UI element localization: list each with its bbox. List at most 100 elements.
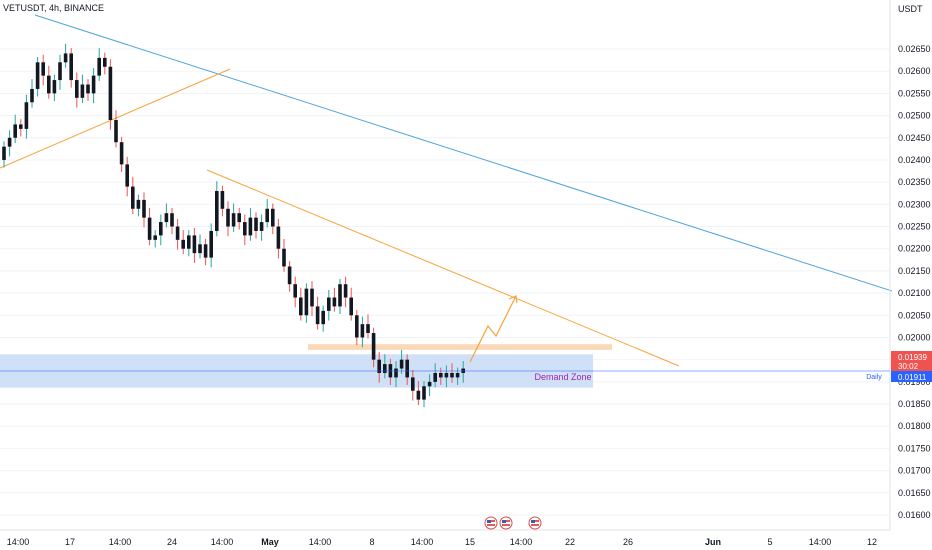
event-icons [484, 516, 542, 530]
price-tick-label: 0.02150 [898, 266, 931, 276]
candle-body [321, 310, 325, 325]
candle-body [327, 297, 331, 311]
price-tick-label: 0.02100 [898, 288, 931, 298]
arrow-head-icon [508, 295, 518, 304]
time-tick-label: 5 [767, 537, 772, 547]
candle-body [343, 284, 348, 298]
countdown-value: 30:02 [898, 362, 919, 371]
candle-body [47, 75, 51, 94]
price-tick-label: 0.02300 [898, 199, 931, 209]
candles [2, 43, 465, 408]
candle-body [7, 137, 12, 147]
last-price-tag: 0.01939 30:02 [891, 351, 932, 371]
candle-body [450, 372, 454, 378]
candle-body [332, 297, 337, 307]
candle-body [254, 217, 258, 231]
price-tick-label: 0.02400 [898, 155, 931, 165]
candle-body [63, 53, 68, 63]
time-tick-label: 14:00 [211, 537, 234, 547]
grid [0, 48, 890, 516]
candle-body [69, 53, 73, 81]
descending-trendline-orange [206, 169, 680, 367]
candle-body [399, 359, 404, 369]
candle-body [383, 364, 387, 373]
price-tick-label: 0.02050 [898, 310, 931, 320]
candle-body [153, 235, 157, 240]
time-tick-label: Jun [705, 537, 721, 547]
daily-level-label: Daily [866, 374, 882, 381]
time-tick-label: 14:00 [109, 537, 132, 547]
demand-zone-label: Demand Zone [534, 372, 591, 382]
candle-body [360, 324, 365, 338]
projected-path [469, 295, 517, 363]
candle-body [2, 146, 6, 160]
price-tick-label: 0.01750 [898, 443, 931, 453]
candle-body [226, 208, 230, 227]
time-axis[interactable]: 14:00 17 14:00 24 14:00 May 14:00 8 14:00 15 14:00… [7, 537, 877, 547]
time-tick-label: 14:00 [411, 537, 434, 547]
flag-icon[interactable] [528, 516, 542, 530]
candle-body [97, 57, 101, 76]
candle-body [377, 359, 381, 373]
candle-body [80, 84, 85, 98]
candle-body [170, 213, 174, 227]
candle-body [338, 284, 342, 307]
daily-price-value: 0.01911 [898, 373, 927, 382]
candle-body [427, 381, 432, 387]
flag-icon[interactable] [499, 516, 513, 530]
candle-body [119, 142, 124, 165]
candle-body [444, 372, 449, 378]
time-tick-label: 22 [565, 537, 575, 547]
time-tick-label: 17 [65, 537, 75, 547]
supply-zone [308, 344, 612, 350]
price-tick-label: 0.02250 [898, 222, 931, 232]
candle-body [13, 124, 17, 138]
candle-body [86, 84, 90, 94]
candle-body [271, 208, 275, 227]
time-tick-label: 26 [623, 537, 633, 547]
candle-body [411, 377, 415, 391]
candle-body [192, 235, 197, 254]
candle-body [147, 217, 152, 240]
candle-body [287, 266, 292, 285]
candle-body [243, 222, 247, 236]
price-tick-label: 0.01800 [898, 421, 931, 431]
candle-body [366, 324, 370, 334]
candle-body [30, 88, 34, 103]
price-tick-label: 0.01850 [898, 399, 931, 409]
rising-trendline-orange [0, 68, 231, 169]
candle-body [282, 248, 286, 267]
price-tick-label: 0.02550 [898, 88, 931, 98]
time-tick-label: 8 [369, 537, 374, 547]
price-tick-label: 0.01700 [898, 466, 931, 476]
candle-body [75, 80, 79, 98]
price-tick-label: 0.02500 [898, 111, 931, 121]
candle-body [159, 222, 163, 236]
candle-body [355, 315, 359, 338]
price-tick-label: 0.01650 [898, 488, 931, 498]
chart-title: VETUSDT, 4h, BINANCE [3, 3, 104, 13]
candle-body [209, 230, 213, 258]
candle-body [215, 191, 219, 231]
price-tick-label: 0.02000 [898, 332, 931, 342]
descending-trendline-blue [34, 14, 893, 292]
candle-body [198, 244, 202, 254]
price-tick-label: 0.02350 [898, 177, 931, 187]
candle-body [136, 199, 141, 209]
candle-body [276, 226, 281, 249]
candle-body [405, 359, 409, 378]
price-tick-label: 0.01600 [898, 510, 931, 520]
daily-price-tag: 0.01911 [891, 371, 932, 382]
price-tick-label: 0.02600 [898, 66, 931, 76]
flag-icon[interactable] [484, 516, 498, 530]
candle-body [164, 213, 169, 223]
candle-body [259, 222, 264, 231]
candle-body [422, 386, 426, 400]
candle-body [35, 62, 40, 89]
price-axis-unit: USDT [898, 4, 923, 14]
candle-body [114, 120, 118, 143]
candle-body [220, 191, 225, 209]
candle-body [371, 333, 376, 360]
